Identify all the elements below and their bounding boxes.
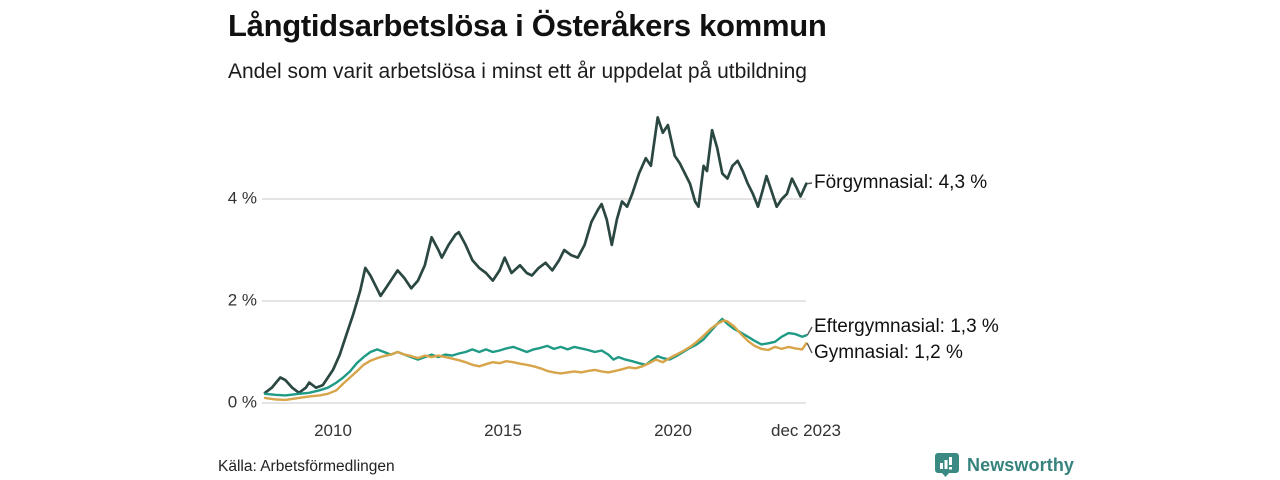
newsworthy-logo-icon bbox=[935, 453, 959, 477]
series-label-forgymnasial: Förgymnasial: 4,3 % bbox=[814, 172, 988, 193]
series-label-eftergymnasial: Eftergymnasial: 1,3 % bbox=[814, 316, 999, 337]
series-label-gymnasial: Gymnasial: 1,2 % bbox=[814, 342, 963, 363]
page-title: Långtidsarbetslösa i Österåkers kommun bbox=[228, 8, 827, 43]
x-tick-dec-2023: dec 2023 bbox=[771, 421, 841, 440]
y-tick-2: 2 % bbox=[227, 290, 257, 310]
source-note: Källa: Arbetsförmedlingen bbox=[218, 458, 395, 475]
y-tick-0: 0 % bbox=[227, 392, 257, 412]
chart-subtitle: Andel som varit arbetslösa i minst ett å… bbox=[228, 60, 807, 83]
x-tick-2015: 2015 bbox=[484, 421, 522, 440]
brand-name: Newsworthy bbox=[967, 454, 1075, 475]
x-tick-2010: 2010 bbox=[314, 421, 352, 440]
x-tick-2020: 2020 bbox=[654, 421, 692, 440]
label-connectors bbox=[806, 182, 813, 354]
brand: Newsworthy bbox=[934, 452, 1074, 478]
y-tick-4: 4 % bbox=[227, 188, 257, 208]
gridlines bbox=[262, 198, 806, 404]
series-lines bbox=[263, 116, 808, 402]
